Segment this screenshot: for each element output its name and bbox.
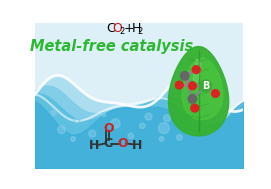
Text: O: O <box>103 122 114 135</box>
Text: O: O <box>118 137 128 150</box>
Circle shape <box>188 95 197 103</box>
Text: +: + <box>124 22 134 35</box>
Text: C: C <box>106 22 115 35</box>
Circle shape <box>201 126 204 130</box>
Text: B: B <box>202 81 209 91</box>
Circle shape <box>58 126 65 134</box>
Text: H: H <box>89 139 99 152</box>
Text: H: H <box>132 139 142 152</box>
Circle shape <box>192 66 200 74</box>
Circle shape <box>212 90 219 97</box>
Circle shape <box>191 104 199 112</box>
Text: H: H <box>132 22 141 35</box>
Circle shape <box>175 81 183 89</box>
Circle shape <box>200 80 211 92</box>
Text: O: O <box>112 22 122 35</box>
Circle shape <box>145 113 152 120</box>
Polygon shape <box>182 58 223 120</box>
Polygon shape <box>169 46 229 136</box>
Circle shape <box>74 118 80 123</box>
Text: 2: 2 <box>138 27 143 36</box>
Circle shape <box>71 137 75 141</box>
Polygon shape <box>193 59 201 84</box>
Circle shape <box>128 133 134 139</box>
Circle shape <box>159 123 169 134</box>
Circle shape <box>89 130 96 137</box>
Circle shape <box>180 72 189 80</box>
Circle shape <box>140 123 145 129</box>
Text: C: C <box>103 137 112 150</box>
Text: Metal-free catalysis: Metal-free catalysis <box>30 39 193 54</box>
Circle shape <box>189 82 196 90</box>
Circle shape <box>208 129 212 133</box>
Circle shape <box>111 119 120 128</box>
Circle shape <box>51 110 56 115</box>
Circle shape <box>163 115 170 122</box>
Circle shape <box>182 124 187 128</box>
Circle shape <box>191 116 199 125</box>
Circle shape <box>177 135 182 140</box>
Circle shape <box>102 112 106 116</box>
Text: 2: 2 <box>119 27 124 36</box>
Circle shape <box>159 137 164 141</box>
